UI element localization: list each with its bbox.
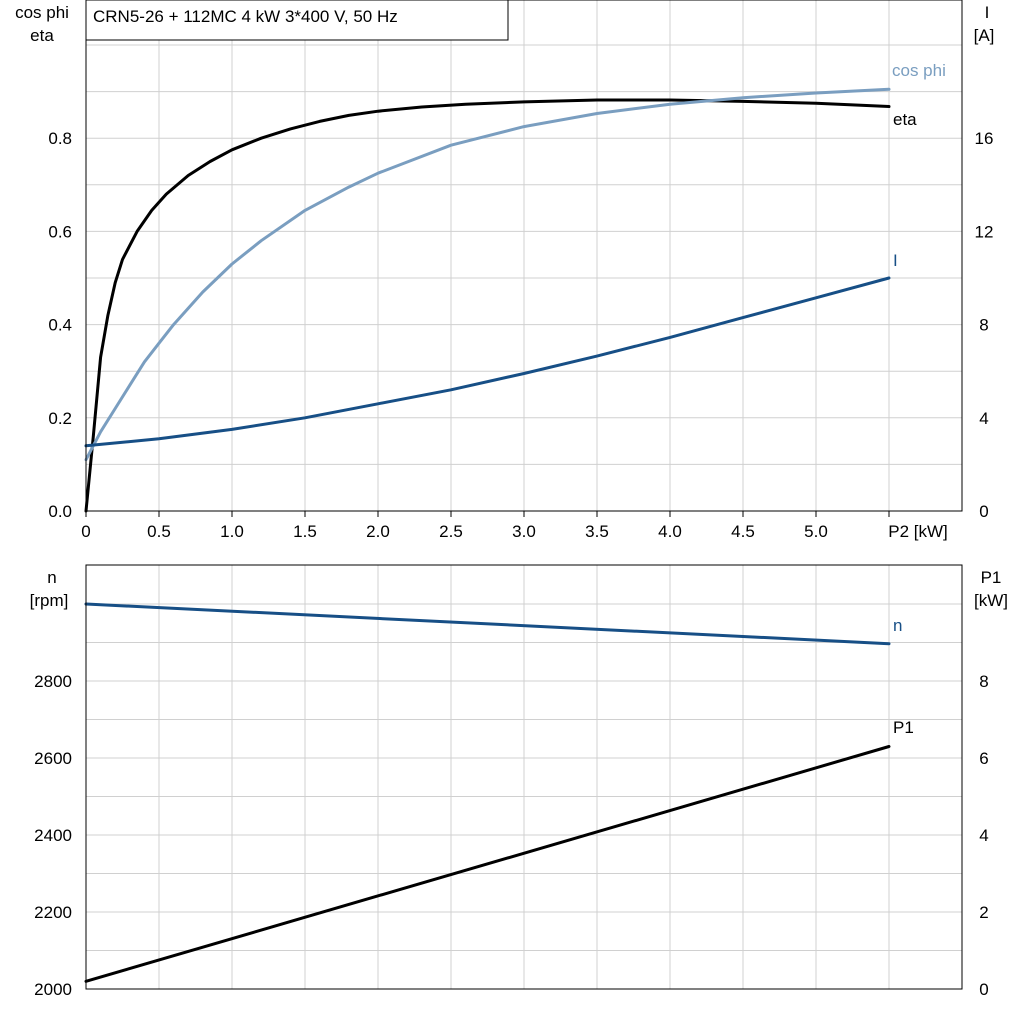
x-axis-label: P2 [kW] bbox=[888, 522, 948, 541]
bottom-right-axis-label-line2: [kW] bbox=[974, 591, 1008, 610]
bottom-left-tick-label: 2800 bbox=[34, 672, 72, 691]
top-panel-series bbox=[84, 87, 891, 513]
series-label-current: I bbox=[893, 251, 898, 270]
bottom-right-tick-label: 0 bbox=[979, 980, 988, 999]
top-right-tick-label: 16 bbox=[975, 129, 994, 148]
top-right-tick-label: 4 bbox=[979, 409, 988, 428]
top-right-axis-label-line2: [A] bbox=[974, 26, 995, 45]
tick-labels: 0 0.5 1.0 1.5 2.0 2.5 3.0 3.5 4.0 4.5 5.0 0.0 0.2 0.4… bbox=[34, 129, 993, 999]
speed-curve bbox=[84, 602, 891, 646]
x-tick-label: 4.0 bbox=[658, 522, 682, 541]
top-right-axis-label-line1: I bbox=[985, 3, 990, 22]
x-tick-label: 4.5 bbox=[731, 522, 755, 541]
bottom-left-tick-label: 2600 bbox=[34, 749, 72, 768]
bottom-right-tick-label: 2 bbox=[979, 903, 988, 922]
x-tick-label: 5.0 bbox=[804, 522, 828, 541]
top-left-axis-label-line1: cos phi bbox=[15, 3, 69, 22]
eta-curve bbox=[84, 98, 891, 513]
top-left-tick-label: 0.6 bbox=[48, 222, 72, 241]
top-panel-grid bbox=[86, 0, 962, 511]
top-left-tick-label: 0.0 bbox=[48, 502, 72, 521]
bottom-left-tick-label: 2000 bbox=[34, 980, 72, 999]
bottom-panel-series bbox=[84, 602, 891, 983]
bottom-panel-frame bbox=[85, 564, 963, 990]
bottom-left-axis-label-line2: [rpm] bbox=[30, 591, 69, 610]
x-tick-label: 0.5 bbox=[147, 522, 171, 541]
top-panel-frame bbox=[85, 0, 963, 512]
p1-curve bbox=[84, 745, 891, 983]
top-right-tick-label: 8 bbox=[979, 316, 988, 335]
top-left-tick-label: 0.4 bbox=[48, 316, 72, 335]
bottom-right-axis-label-line1: P1 bbox=[981, 568, 1002, 587]
top-left-tick-label: 0.2 bbox=[48, 409, 72, 428]
cos-phi-curve bbox=[84, 87, 891, 462]
current-curve bbox=[84, 276, 891, 448]
bottom-left-axis-label-line1: n bbox=[47, 568, 56, 587]
x-tick-label: 2.5 bbox=[439, 522, 463, 541]
chart-title: CRN5-26 + 112MC 4 kW 3*400 V, 50 Hz bbox=[93, 7, 398, 26]
top-left-tick-label: 0.8 bbox=[48, 129, 72, 148]
series-label-cos-phi: cos phi bbox=[892, 61, 946, 80]
series-label-speed: n bbox=[893, 616, 902, 635]
top-right-tick-label: 12 bbox=[975, 222, 994, 241]
bottom-right-tick-label: 8 bbox=[979, 672, 988, 691]
x-tick-label: 2.0 bbox=[366, 522, 390, 541]
bottom-left-tick-label: 2400 bbox=[34, 826, 72, 845]
series-label-eta: eta bbox=[893, 110, 917, 129]
bottom-right-tick-label: 4 bbox=[979, 826, 988, 845]
title-box bbox=[85, 0, 509, 41]
x-tick-label: 3.0 bbox=[512, 522, 536, 541]
x-tick-label: 3.5 bbox=[585, 522, 609, 541]
series-label-p1: P1 bbox=[893, 718, 914, 737]
bottom-right-tick-label: 6 bbox=[979, 749, 988, 768]
x-tick-label: 1.5 bbox=[293, 522, 317, 541]
bottom-panel-grid bbox=[86, 565, 962, 989]
x-tick-label: 1.0 bbox=[220, 522, 244, 541]
x-tick-label: 0 bbox=[81, 522, 90, 541]
top-right-tick-label: 0 bbox=[979, 502, 988, 521]
top-left-axis-label-line2: eta bbox=[30, 26, 54, 45]
bottom-left-tick-label: 2200 bbox=[34, 903, 72, 922]
